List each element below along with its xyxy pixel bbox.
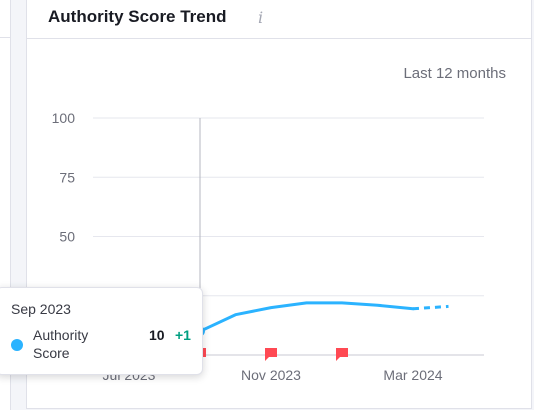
flag-icon — [336, 348, 348, 361]
widget-header: Authority Score Trend i — [27, 0, 531, 39]
widget-title: Authority Score Trend — [48, 7, 227, 26]
y-tick-label: 75 — [59, 169, 75, 185]
flag-icon-shape — [336, 348, 348, 361]
series-line-solid — [163, 301, 415, 333]
tooltip-date: Sep 2023 — [11, 301, 71, 317]
tooltip-series-label: Authority Score — [33, 327, 89, 361]
x-tick-label: Mar 2024 — [383, 367, 442, 383]
flag-icon-shape — [265, 348, 277, 361]
chart-tooltip: Sep 2023 Authority Score 10 +1 — [0, 287, 203, 375]
period-label: Last 12 months — [403, 65, 506, 82]
tooltip-value: 10 — [149, 327, 165, 343]
tooltip-delta: +1 — [175, 327, 191, 343]
y-tick-label: 50 — [59, 229, 75, 245]
series-dot-icon — [11, 339, 23, 351]
adjacent-panel — [0, 0, 11, 410]
info-icon[interactable]: i — [258, 8, 264, 27]
x-tick-label: Nov 2023 — [241, 367, 301, 383]
y-tick-label: 100 — [52, 110, 76, 126]
series-line-dashed — [412, 304, 449, 311]
flag-icon — [265, 348, 277, 361]
